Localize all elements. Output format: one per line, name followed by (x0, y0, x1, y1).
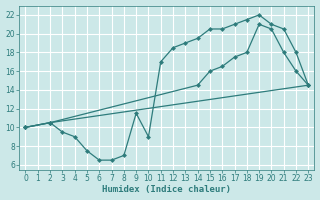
X-axis label: Humidex (Indice chaleur): Humidex (Indice chaleur) (102, 185, 231, 194)
